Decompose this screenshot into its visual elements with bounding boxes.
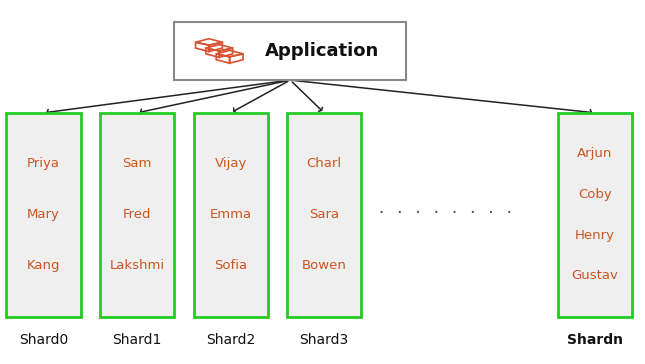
Text: Gustav: Gustav bbox=[571, 269, 619, 282]
Text: Arjun: Arjun bbox=[577, 147, 613, 160]
Text: Priya: Priya bbox=[27, 157, 60, 170]
Text: Application: Application bbox=[265, 42, 380, 60]
Text: Sam: Sam bbox=[123, 157, 152, 170]
FancyBboxPatch shape bbox=[174, 22, 406, 80]
Text: · · · · · · · ·: · · · · · · · · bbox=[377, 205, 513, 221]
Text: Mary: Mary bbox=[27, 208, 60, 221]
Text: Shard1: Shard1 bbox=[112, 333, 162, 347]
Text: Fred: Fred bbox=[123, 208, 152, 221]
FancyBboxPatch shape bbox=[100, 113, 174, 317]
Text: Shard2: Shard2 bbox=[206, 333, 255, 347]
Text: Kang: Kang bbox=[27, 259, 60, 272]
Text: Sara: Sara bbox=[309, 208, 339, 221]
FancyBboxPatch shape bbox=[6, 113, 81, 317]
Text: Charl: Charl bbox=[306, 157, 342, 170]
Text: Bowen: Bowen bbox=[302, 259, 346, 272]
FancyBboxPatch shape bbox=[558, 113, 632, 317]
FancyBboxPatch shape bbox=[194, 113, 268, 317]
FancyBboxPatch shape bbox=[287, 113, 361, 317]
Text: Coby: Coby bbox=[578, 188, 612, 201]
Text: Shardn: Shardn bbox=[567, 333, 623, 347]
Text: Shard0: Shard0 bbox=[19, 333, 68, 347]
Text: Shard3: Shard3 bbox=[299, 333, 349, 347]
Text: Lakshmi: Lakshmi bbox=[110, 259, 164, 272]
Text: Henry: Henry bbox=[575, 229, 615, 242]
Text: Vijay: Vijay bbox=[214, 157, 247, 170]
Text: Sofia: Sofia bbox=[214, 259, 247, 272]
Text: Emma: Emma bbox=[210, 208, 252, 221]
